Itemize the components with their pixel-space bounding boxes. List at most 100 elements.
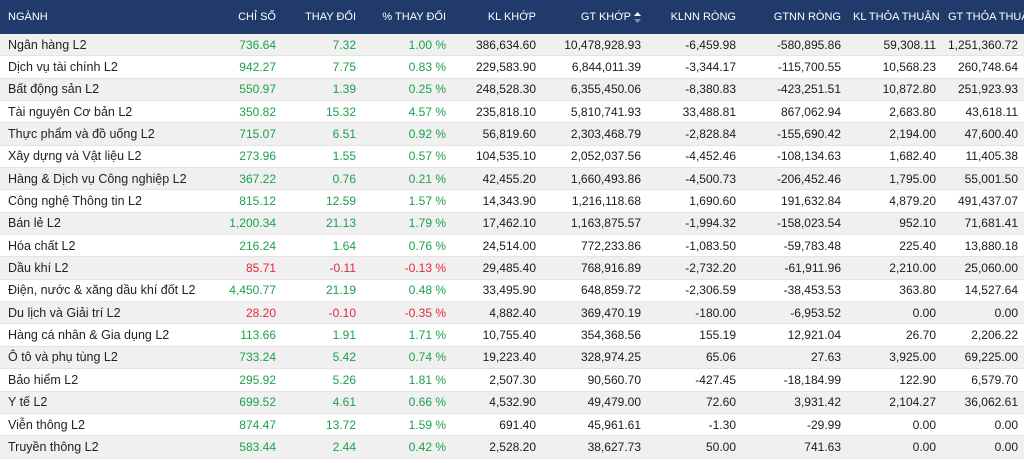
cell-gt-thoa-thuan: 0.00 bbox=[942, 413, 1024, 437]
cell-pct-change: 0.21 % bbox=[362, 167, 452, 191]
row-name[interactable]: Công nghệ Thông tin L2 bbox=[0, 189, 212, 213]
row-name[interactable]: Dịch vụ tài chính L2 bbox=[0, 55, 212, 79]
table-row[interactable]: Bán lẻ L2 1,200.34 21.13 1.79 % 17,462.10 1,1… bbox=[0, 212, 1024, 236]
cell-klnn-rong: -1.30 bbox=[647, 413, 742, 437]
table-row[interactable]: Dịch vụ tài chính L2 942.27 7.75 0.83 % 229,… bbox=[0, 55, 1024, 79]
row-name[interactable]: Ô tô và phụ tùng L2 bbox=[0, 346, 212, 370]
row-name[interactable]: Tài nguyên Cơ bản L2 bbox=[0, 100, 212, 124]
cell-index: 28.20 bbox=[212, 301, 282, 325]
row-name[interactable]: Thực phẩm và đồ uống L2 bbox=[0, 122, 212, 146]
cell-change: 1.64 bbox=[282, 234, 362, 258]
table-row[interactable]: Dầu khí L2 85.71 -0.11 -0.13 % 29,485.40 768,… bbox=[0, 256, 1024, 280]
cell-change: 5.26 bbox=[282, 368, 362, 392]
table-row[interactable]: Hàng cá nhân & Gia dụng L2 113.66 1.91 1.71… bbox=[0, 323, 1024, 347]
cell-gt-khop: 90,560.70 bbox=[542, 368, 647, 392]
header-gtnn-rong[interactable]: GTNN RÒNG bbox=[742, 0, 847, 34]
table-row[interactable]: Bất động sản L2 550.97 1.39 0.25 % 248,528.3… bbox=[0, 78, 1024, 102]
row-name[interactable]: Y tế L2 bbox=[0, 391, 212, 414]
table-row[interactable]: Ô tô và phụ tùng L2 733.24 5.42 0.74 % 19,22… bbox=[0, 346, 1024, 370]
cell-pct-change: 0.42 % bbox=[362, 435, 452, 459]
cell-index: 273.96 bbox=[212, 145, 282, 169]
cell-gtnn-rong: -59,783.48 bbox=[742, 234, 847, 258]
row-name[interactable]: Dầu khí L2 bbox=[0, 256, 212, 280]
cell-kl-khop: 691.40 bbox=[452, 413, 542, 437]
header-kl-khop[interactable]: KL KHỚP bbox=[452, 0, 542, 34]
header-pct-thay-doi[interactable]: % THAY ĐỔI bbox=[362, 0, 452, 34]
cell-gtnn-rong: 867,062.94 bbox=[742, 100, 847, 124]
cell-kl-thoa-thuan: 2,683.80 bbox=[847, 100, 942, 124]
cell-index: 85.71 bbox=[212, 256, 282, 280]
cell-gtnn-rong: -158,023.54 bbox=[742, 212, 847, 236]
row-name[interactable]: Ngân hàng L2 bbox=[0, 34, 212, 57]
cell-gt-thoa-thuan: 13,880.18 bbox=[942, 234, 1024, 258]
cell-klnn-rong: -1,994.32 bbox=[647, 212, 742, 236]
row-name[interactable]: Bất động sản L2 bbox=[0, 78, 212, 102]
cell-klnn-rong: 33,488.81 bbox=[647, 100, 742, 124]
cell-kl-thoa-thuan: 10,872.80 bbox=[847, 78, 942, 102]
cell-gt-thoa-thuan: 71,681.41 bbox=[942, 212, 1024, 236]
table-row[interactable]: Y tế L2 699.52 4.61 0.66 % 4,532.90 49,479.00… bbox=[0, 391, 1024, 414]
header-gt-thoa-thuan[interactable]: GT THỎA THUẬN bbox=[942, 0, 1024, 34]
cell-klnn-rong: -8,380.83 bbox=[647, 78, 742, 102]
table-row[interactable]: Thực phẩm và đồ uống L2 715.07 6.51 0.92 % 5… bbox=[0, 122, 1024, 146]
header-chi-so[interactable]: CHỈ SỐ bbox=[212, 0, 282, 34]
cell-kl-thoa-thuan: 952.10 bbox=[847, 212, 942, 236]
table-row[interactable]: Truyền thông L2 583.44 2.44 0.42 % 2,528.20 3… bbox=[0, 435, 1024, 459]
row-name[interactable]: Du lịch và Giải trí L2 bbox=[0, 301, 212, 325]
cell-change: 0.76 bbox=[282, 167, 362, 191]
row-name[interactable]: Xây dựng và Vật liệu L2 bbox=[0, 145, 212, 169]
cell-kl-khop: 4,882.40 bbox=[452, 301, 542, 325]
cell-kl-thoa-thuan: 3,925.00 bbox=[847, 346, 942, 370]
header-nganh[interactable]: NGÀNH bbox=[0, 0, 212, 34]
cell-gt-khop: 768,916.89 bbox=[542, 256, 647, 280]
table-row[interactable]: Viễn thông L2 874.47 13.72 1.59 % 691.40 45,9… bbox=[0, 413, 1024, 437]
table-row[interactable]: Hàng & Dịch vụ Công nghiệp L2 367.22 0.76 0… bbox=[0, 167, 1024, 191]
table-row[interactable]: Xây dựng và Vật liệu L2 273.96 1.55 0.57 % 1… bbox=[0, 145, 1024, 169]
cell-change: 6.51 bbox=[282, 122, 362, 146]
table-row[interactable]: Du lịch và Giải trí L2 28.20 -0.10 -0.35 % 4… bbox=[0, 301, 1024, 325]
cell-index: 733.24 bbox=[212, 346, 282, 370]
table-row[interactable]: Điện, nước & xăng dầu khí đốt L2 4,450.77… bbox=[0, 279, 1024, 303]
cell-pct-change: -0.13 % bbox=[362, 256, 452, 280]
cell-gt-khop: 10,478,928.93 bbox=[542, 34, 647, 57]
table-row[interactable]: Bảo hiểm L2 295.92 5.26 1.81 % 2,507.30 90,56… bbox=[0, 368, 1024, 392]
cell-klnn-rong: -180.00 bbox=[647, 301, 742, 325]
cell-pct-change: 0.83 % bbox=[362, 55, 452, 79]
cell-klnn-rong: -2,306.59 bbox=[647, 279, 742, 303]
cell-pct-change: 0.66 % bbox=[362, 391, 452, 414]
cell-kl-khop: 229,583.90 bbox=[452, 55, 542, 79]
cell-kl-thoa-thuan: 1,682.40 bbox=[847, 145, 942, 169]
cell-klnn-rong: -6,459.98 bbox=[647, 34, 742, 57]
cell-kl-thoa-thuan: 10,568.23 bbox=[847, 55, 942, 79]
cell-pct-change: -0.35 % bbox=[362, 301, 452, 325]
table-row[interactable]: Công nghệ Thông tin L2 815.12 12.59 1.57 % 1… bbox=[0, 189, 1024, 213]
cell-gt-khop: 1,660,493.86 bbox=[542, 167, 647, 191]
table-header: NGÀNH CHỈ SỐ THAY ĐỔI % THAY ĐỔI KL KHỚP… bbox=[0, 0, 1024, 34]
cell-change: 1.91 bbox=[282, 323, 362, 347]
row-name[interactable]: Bảo hiểm L2 bbox=[0, 368, 212, 392]
cell-index: 699.52 bbox=[212, 391, 282, 414]
row-name[interactable]: Điện, nước & xăng dầu khí đốt L2 bbox=[0, 279, 212, 303]
row-name[interactable]: Hàng cá nhân & Gia dụng L2 bbox=[0, 323, 212, 347]
cell-klnn-rong: -427.45 bbox=[647, 368, 742, 392]
cell-gt-thoa-thuan: 14,527.64 bbox=[942, 279, 1024, 303]
cell-kl-thoa-thuan: 59,308.11 bbox=[847, 34, 942, 57]
table-row[interactable]: Ngân hàng L2 736.64 7.32 1.00 % 386,634.60 10… bbox=[0, 34, 1024, 57]
cell-index: 4,450.77 bbox=[212, 279, 282, 303]
cell-pct-change: 1.59 % bbox=[362, 413, 452, 437]
table-row[interactable]: Hóa chất L2 216.24 1.64 0.76 % 24,514.00 772,… bbox=[0, 234, 1024, 258]
row-name[interactable]: Hàng & Dịch vụ Công nghiệp L2 bbox=[0, 167, 212, 191]
row-name[interactable]: Bán lẻ L2 bbox=[0, 212, 212, 236]
header-kl-thoa-thuan[interactable]: KL THỎA THUẬN bbox=[847, 0, 942, 34]
sort-up-down-icon[interactable] bbox=[634, 11, 641, 23]
cell-index: 1,200.34 bbox=[212, 212, 282, 236]
cell-klnn-rong: -1,083.50 bbox=[647, 234, 742, 258]
row-name[interactable]: Truyền thông L2 bbox=[0, 435, 212, 459]
header-gt-khop[interactable]: GT KHỚP bbox=[542, 0, 647, 34]
row-name[interactable]: Viễn thông L2 bbox=[0, 413, 212, 437]
cell-gt-khop: 49,479.00 bbox=[542, 391, 647, 414]
header-klnn-rong[interactable]: KLNN RÒNG bbox=[647, 0, 742, 34]
table-row[interactable]: Tài nguyên Cơ bản L2 350.82 15.32 4.57 % 235… bbox=[0, 100, 1024, 124]
row-name[interactable]: Hóa chất L2 bbox=[0, 234, 212, 258]
header-thay-doi[interactable]: THAY ĐỔI bbox=[282, 0, 362, 34]
